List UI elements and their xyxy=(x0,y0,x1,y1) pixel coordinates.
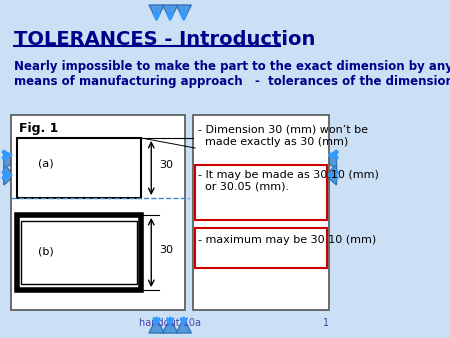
Text: (a): (a) xyxy=(38,158,54,168)
Polygon shape xyxy=(149,318,164,333)
FancyBboxPatch shape xyxy=(17,215,141,290)
Polygon shape xyxy=(176,5,191,20)
Text: (b): (b) xyxy=(38,247,54,257)
Polygon shape xyxy=(4,165,15,185)
Text: 30: 30 xyxy=(159,160,173,170)
FancyBboxPatch shape xyxy=(195,228,327,268)
FancyBboxPatch shape xyxy=(0,0,340,338)
Text: TOLERANCES - Introduction: TOLERANCES - Introduction xyxy=(14,30,315,49)
FancyBboxPatch shape xyxy=(193,115,329,310)
FancyBboxPatch shape xyxy=(17,138,141,198)
FancyBboxPatch shape xyxy=(21,221,137,284)
FancyBboxPatch shape xyxy=(195,165,327,220)
Polygon shape xyxy=(325,165,337,185)
Text: Fig. 1: Fig. 1 xyxy=(19,122,58,135)
Polygon shape xyxy=(325,150,337,170)
Text: 30: 30 xyxy=(159,245,173,255)
Text: - maximum may be 30.10 (mm): - maximum may be 30.10 (mm) xyxy=(198,235,376,245)
Polygon shape xyxy=(162,5,178,20)
Text: - It may be made as 30.10 (mm)
  or 30.05 (mm).: - It may be made as 30.10 (mm) or 30.05 … xyxy=(198,170,379,192)
Text: Nearly impossible to make the part to the exact dimension by any
means of manufa: Nearly impossible to make the part to th… xyxy=(14,60,450,88)
Polygon shape xyxy=(149,5,164,20)
Text: handout 10a: handout 10a xyxy=(139,318,201,328)
Text: 1: 1 xyxy=(323,318,329,328)
Polygon shape xyxy=(176,318,191,333)
Polygon shape xyxy=(4,150,15,170)
Text: - Dimension 30 (mm) won’t be
  made exactly as 30 (mm): - Dimension 30 (mm) won’t be made exactl… xyxy=(198,125,368,147)
Polygon shape xyxy=(162,318,178,333)
FancyBboxPatch shape xyxy=(11,115,185,310)
